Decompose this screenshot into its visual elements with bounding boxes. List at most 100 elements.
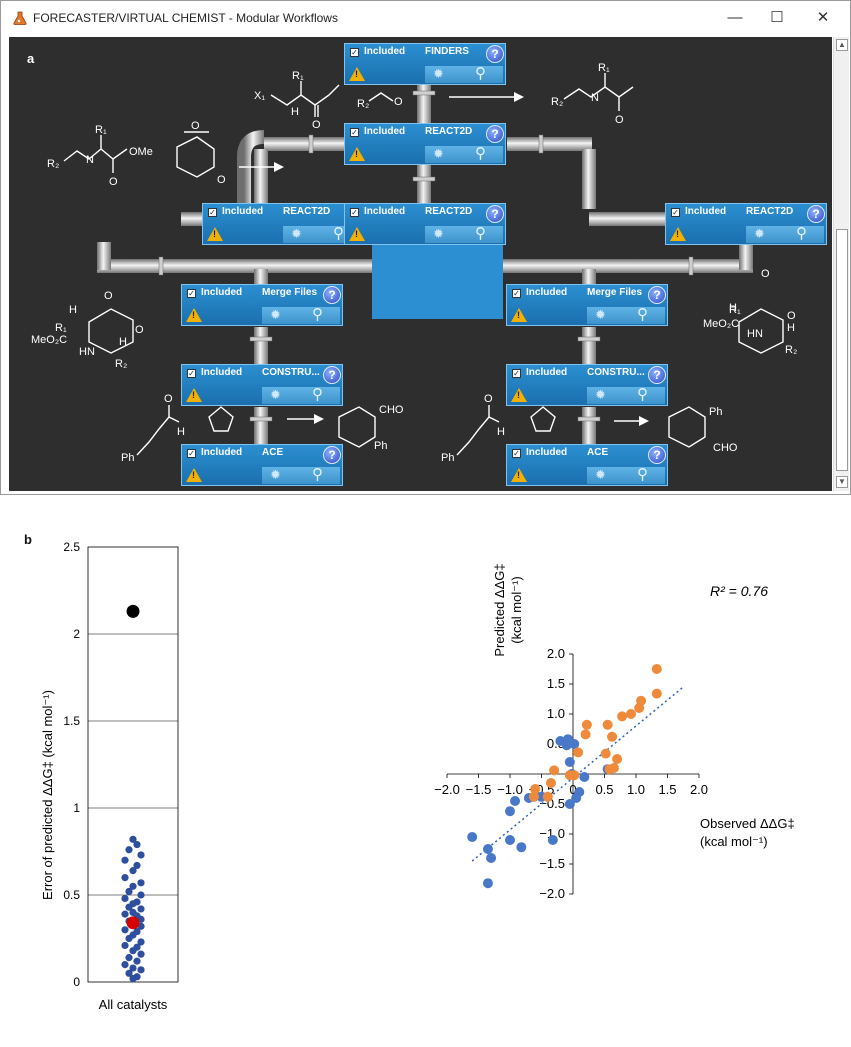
help-icon[interactable]: ? (486, 45, 504, 63)
include-checkbox[interactable]: ✓ (512, 369, 521, 378)
warning-icon[interactable]: ! (511, 388, 527, 402)
x-tick-label: 1.5 (658, 782, 676, 797)
workflow-node-finders[interactable]: ✓ Included FINDERS?! ✹ ⚲ (344, 43, 506, 85)
magnifier-icon[interactable]: ⚲ (796, 225, 807, 242)
help-icon[interactable]: ? (648, 366, 666, 384)
close-button[interactable]: ✕ (816, 9, 830, 26)
gear-icon[interactable]: ✹ (433, 66, 444, 81)
warning-icon[interactable]: ! (186, 308, 202, 322)
warning-icon[interactable]: ! (511, 468, 527, 482)
warning-icon[interactable]: ! (186, 388, 202, 402)
help-icon[interactable]: ? (486, 125, 504, 143)
include-checkbox[interactable]: ✓ (208, 208, 217, 217)
scroll-up-icon[interactable]: ▲ (836, 39, 848, 51)
left-chart-xlabel: All catalysts (99, 997, 168, 1012)
workflow-node-construct-right[interactable]: ✓ Included CONSTRU...?! ✹ ⚲ (506, 364, 668, 406)
magnifier-icon[interactable]: ⚲ (475, 65, 486, 82)
workflow-node-react2d-right[interactable]: ✓ Included REACT2D?! ✹ ⚲ (665, 203, 827, 245)
help-icon[interactable]: ? (323, 286, 341, 304)
workflow-node-ace-left[interactable]: ✓ Included ACE?! ✹ ⚲ (181, 444, 343, 486)
chem-label-o: O (109, 176, 118, 188)
warning-icon[interactable]: ! (349, 147, 365, 161)
include-label: Included (364, 126, 406, 137)
title-bar[interactable]: FORECASTER/VIRTUAL CHEMIST - Modular Wor… (1, 1, 850, 35)
include-checkbox[interactable]: ✓ (512, 449, 521, 458)
magnifier-icon[interactable]: ⚲ (312, 306, 323, 323)
chem-label-o: O (761, 268, 770, 280)
left-chart-ylabel: Error of predicted ΔΔG‡ (kcal mol⁻¹) (40, 690, 55, 900)
chem-label-r2: R₂ (785, 344, 797, 356)
include-checkbox[interactable]: ✓ (671, 208, 680, 217)
chem-label-n: N (591, 92, 599, 104)
warning-icon[interactable]: ! (186, 468, 202, 482)
warning-icon[interactable]: ! (511, 308, 527, 322)
workflow-node-ace-right[interactable]: ✓ Included ACE?! ✹ ⚲ (506, 444, 668, 486)
chem-label-ph: Ph (374, 440, 387, 452)
include-checkbox[interactable]: ✓ (350, 48, 359, 57)
workflow-node-react2d-top[interactable]: ✓ Included REACT2D?! ✹ ⚲ (344, 123, 506, 165)
magnifier-icon[interactable]: ⚲ (312, 386, 323, 403)
magnifier-icon[interactable]: ⚲ (312, 466, 323, 483)
help-icon[interactable]: ? (323, 366, 341, 384)
warning-icon[interactable]: ! (207, 227, 223, 241)
workflow-canvas[interactable]: a (9, 37, 832, 491)
help-icon[interactable]: ? (807, 205, 825, 223)
node-name: REACT2D (425, 206, 473, 217)
workflow-node-merge-left[interactable]: ✓ Included Merge Files?! ✹ ⚲ (181, 284, 343, 326)
gear-icon[interactable]: ✹ (433, 226, 444, 241)
include-checkbox[interactable]: ✓ (512, 289, 521, 298)
vertical-scrollbar[interactable]: ▲ ▼ (833, 37, 849, 491)
magnifier-icon[interactable]: ⚲ (475, 225, 486, 242)
gear-icon[interactable]: ✹ (595, 307, 606, 322)
gear-icon[interactable]: ✹ (595, 467, 606, 482)
data-point (545, 778, 556, 788)
gear-icon[interactable]: ✹ (595, 387, 606, 402)
warning-icon[interactable]: ! (349, 227, 365, 241)
data-point (486, 853, 497, 863)
include-checkbox[interactable]: ✓ (187, 289, 196, 298)
y-tick-label: 1 (73, 801, 80, 815)
chem-label-h: H (119, 336, 127, 348)
workflow-node-merge-right[interactable]: ✓ Included Merge Files?! ✹ ⚲ (506, 284, 668, 326)
help-icon[interactable]: ? (486, 205, 504, 223)
data-point (121, 856, 129, 864)
gear-icon[interactable]: ✹ (270, 307, 281, 322)
gear-icon[interactable]: ✹ (270, 467, 281, 482)
magnifier-icon[interactable]: ⚲ (637, 306, 648, 323)
chem-label-o: O (135, 324, 144, 336)
data-point (569, 739, 580, 749)
chem-label-o: O (191, 120, 200, 132)
maximize-button[interactable]: ☐ (770, 9, 784, 26)
minimize-button[interactable]: — (727, 9, 743, 26)
help-icon[interactable]: ? (648, 286, 666, 304)
help-icon[interactable]: ? (648, 446, 666, 464)
data-point (137, 891, 145, 899)
gear-icon[interactable]: ✹ (291, 226, 302, 241)
magnifier-icon[interactable]: ⚲ (475, 145, 486, 162)
gear-icon[interactable]: ✹ (270, 387, 281, 402)
include-checkbox[interactable]: ✓ (350, 208, 359, 217)
chem-label-ph: Ph (709, 406, 722, 418)
include-checkbox[interactable]: ✓ (350, 128, 359, 137)
chem-label-o: O (104, 290, 113, 302)
magnifier-icon[interactable]: ⚲ (637, 386, 648, 403)
scroll-down-icon[interactable]: ▼ (836, 476, 848, 488)
workflow-node-construct-left[interactable]: ✓ Included CONSTRU...?! ✹ ⚲ (181, 364, 343, 406)
chem-label-n: N (86, 154, 94, 166)
magnifier-icon[interactable]: ⚲ (333, 225, 344, 242)
gear-icon[interactable]: ✹ (433, 146, 444, 161)
warning-icon[interactable]: ! (349, 67, 365, 81)
include-label: Included (526, 287, 568, 298)
include-checkbox[interactable]: ✓ (187, 449, 196, 458)
gear-icon[interactable]: ✹ (754, 226, 765, 241)
scroll-thumb[interactable] (836, 229, 848, 471)
magnifier-icon[interactable]: ⚲ (637, 466, 648, 483)
data-point (482, 844, 493, 854)
warning-glyph: ! (355, 229, 358, 239)
warning-icon[interactable]: ! (670, 227, 686, 241)
help-icon[interactable]: ? (323, 446, 341, 464)
chem-label-meo2c: MeO₂C (31, 334, 67, 346)
include-checkbox[interactable]: ✓ (187, 369, 196, 378)
workflow-node-react2d-center[interactable]: ✓ Included REACT2D?! ✹ ⚲ (344, 203, 506, 245)
